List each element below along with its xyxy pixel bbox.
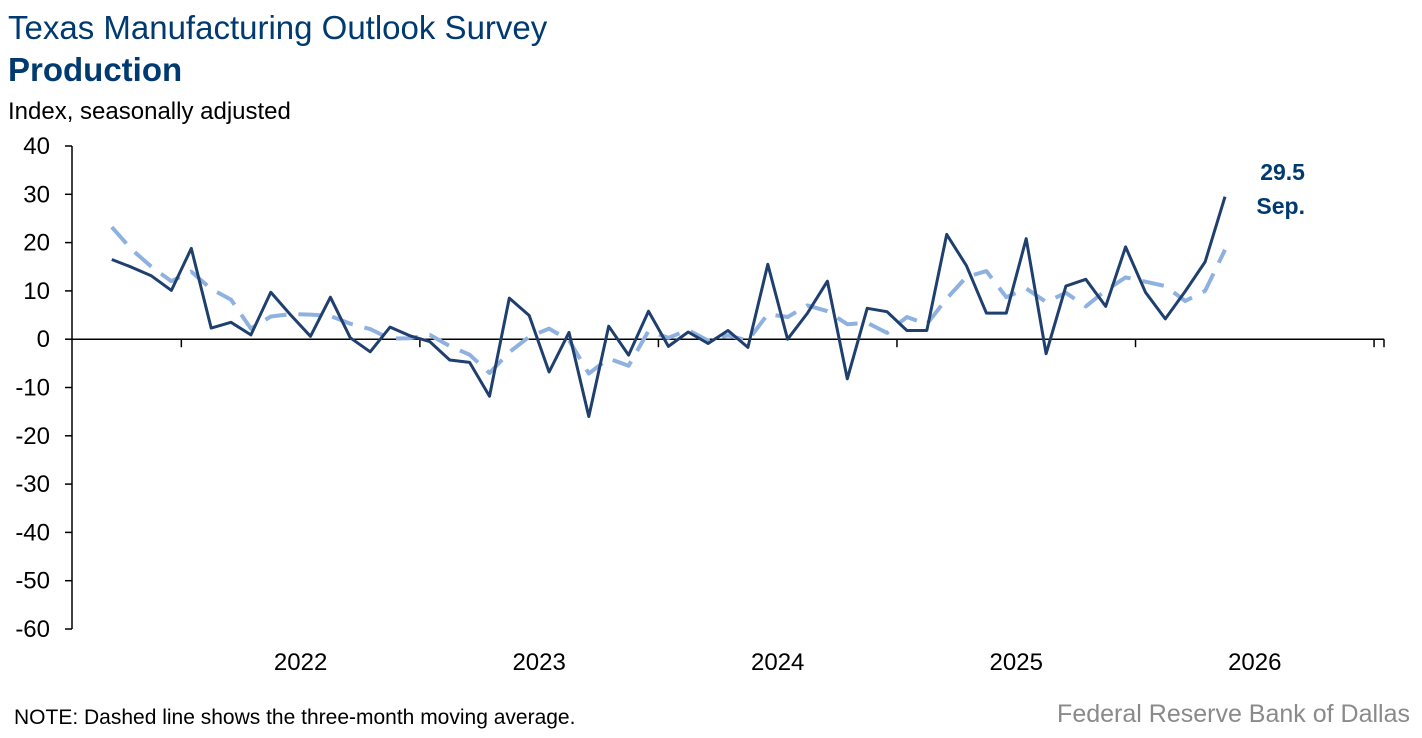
y-axis-units-label: Index, seasonally adjusted — [8, 98, 291, 125]
chart-title: Texas Manufacturing Outlook Survey — [8, 9, 548, 46]
y-tick-label: 20 — [23, 230, 50, 257]
y-tick-label: 0 — [37, 326, 50, 353]
y-tick-label: 10 — [23, 278, 50, 305]
y-tick-label: 30 — [23, 181, 50, 208]
y-tick-label: -30 — [15, 471, 50, 498]
x-tick-label: 2023 — [512, 649, 565, 676]
latest-month-label: Sep. — [1256, 193, 1305, 219]
chart-axes: 40 30 20 10 0 -10 -20 -30 -40 -50 -60 2022 2023 2024 2… — [15, 133, 1385, 676]
x-tick-label: 2022 — [274, 649, 327, 676]
x-tick-label: 2024 — [751, 649, 804, 676]
y-tick-label: -60 — [15, 616, 50, 643]
production-index-line — [111, 196, 1227, 418]
y-tick-label: -20 — [15, 423, 50, 450]
y-tick-label: -10 — [15, 375, 50, 402]
y-tick-label: -50 — [15, 568, 50, 595]
footnote: NOTE: Dashed line shows the three-month … — [14, 706, 576, 729]
y-tick-label: -40 — [15, 519, 50, 546]
chart-subtitle: Production — [8, 51, 183, 88]
latest-value-label: 29.5 — [1260, 159, 1305, 185]
source-credit: Federal Reserve Bank of Dallas — [1057, 700, 1410, 728]
x-tick-label: 2026 — [1228, 649, 1281, 676]
series-layer — [110, 196, 1227, 418]
y-tick-label: 40 — [23, 133, 50, 160]
x-tick-label: 2025 — [990, 649, 1043, 676]
moving-average-line — [110, 225, 1227, 376]
